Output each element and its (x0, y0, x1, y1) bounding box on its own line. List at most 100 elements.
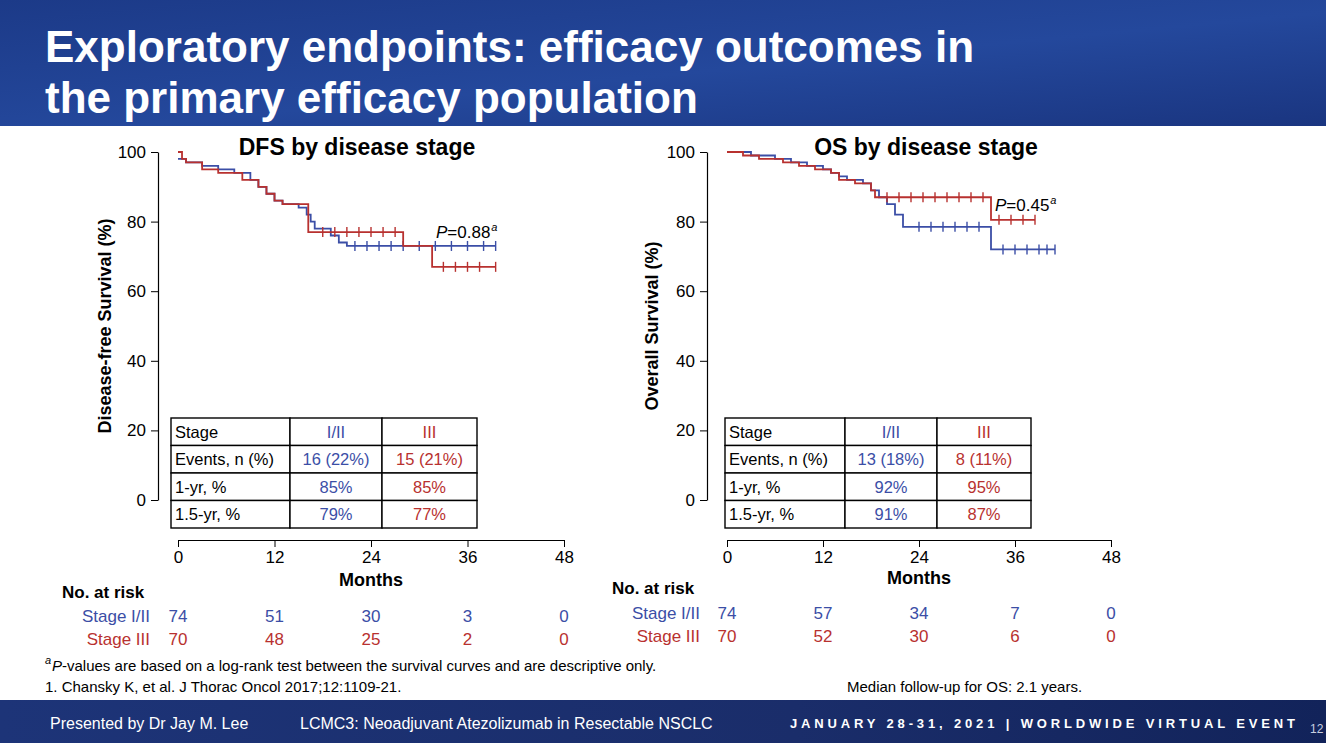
y-tick: 100 (118, 143, 158, 162)
y-tick-mark (700, 222, 707, 223)
censor-mark (1014, 244, 1015, 254)
table-cell (725, 446, 845, 474)
table-text: 1-yr, % (175, 478, 227, 496)
x-axis: 012243648 (174, 540, 574, 567)
at-risk-value: 2 (463, 630, 472, 649)
chart: 020406080100012243648OS by disease stage… (612, 134, 1121, 646)
table-text: 85% (413, 478, 446, 496)
censor-mark (1010, 215, 1011, 225)
p-value: P=0.88 (436, 223, 490, 242)
slide: Exploratory endpoints: efficacy outcomes… (0, 0, 1326, 743)
table-cell (171, 501, 290, 529)
x-tick-label: 12 (814, 548, 833, 567)
table-cell (171, 418, 290, 446)
at-risk-value: 74 (718, 604, 737, 623)
x-tick-label: 0 (174, 548, 183, 567)
censor-mark (1046, 244, 1047, 254)
chart-title: DFS by disease stage (239, 134, 476, 160)
summary-table: StageI/IIIIIEvents, n (%)16 (22%)15 (21%… (171, 418, 477, 528)
y-tick-mark (151, 222, 158, 223)
y-tick-label: 0 (137, 491, 146, 510)
x-tick-mark (823, 540, 824, 547)
table-cell (937, 501, 1031, 529)
censor-mark (366, 241, 367, 251)
footnote-mark: a (45, 654, 51, 666)
x-tick-mark (1111, 540, 1112, 547)
censor-mark (451, 241, 452, 251)
table-cell (937, 473, 1031, 501)
censor-mark (1002, 244, 1003, 254)
y-tick-mark (700, 500, 707, 501)
table-text: 92% (874, 478, 907, 496)
y-tick-label: 60 (127, 282, 146, 301)
y-tick-label: 20 (676, 421, 695, 440)
x-tick: 0 (723, 540, 732, 567)
x-tick: 36 (1006, 540, 1025, 567)
footnote-italic: P (52, 657, 62, 674)
background (0, 0, 1326, 743)
y-tick-mark (151, 500, 158, 501)
censor-mark (1054, 244, 1055, 254)
censor-mark (390, 241, 391, 251)
p-note: a (491, 221, 497, 233)
table-cell (937, 446, 1031, 474)
table-text: 79% (319, 505, 352, 523)
censor-mark (966, 222, 967, 232)
censor-mark (934, 192, 935, 202)
censor-mark (346, 227, 347, 237)
table-text: 85% (319, 478, 352, 496)
footer-event: JANUARY 28-31, 2021 | WORLDWIDE VIRTUAL … (790, 716, 1295, 731)
y-tick: 20 (127, 421, 158, 440)
y-tick-label: 80 (676, 213, 695, 232)
table-text: 1.5-yr, % (729, 505, 794, 523)
at-risk-value: 70 (718, 627, 737, 646)
x-tick-label: 0 (723, 548, 732, 567)
censor-mark (322, 227, 323, 237)
censor-mark (998, 215, 999, 225)
table-cell (725, 418, 845, 446)
x-tick-label: 48 (555, 548, 574, 567)
at-risk-value: 70 (169, 630, 188, 649)
censor-mark (334, 227, 335, 237)
y-tick-mark (151, 152, 158, 153)
table-text: III (423, 423, 437, 441)
table-text: 8 (11%) (956, 450, 1013, 468)
y-tick: 100 (667, 143, 707, 162)
censor-mark (467, 241, 468, 251)
table-cell (290, 501, 382, 529)
at-risk-value: 25 (362, 630, 381, 649)
chart-title: OS by disease stage (814, 134, 1038, 160)
at-risk-value: 34 (910, 604, 929, 623)
y-tick-label: 0 (686, 491, 695, 510)
censor-mark (946, 192, 947, 202)
y-axis-line (707, 153, 708, 501)
table-cell (290, 418, 382, 446)
table-text: 77% (413, 505, 446, 523)
footer-page: 12 (1310, 722, 1324, 736)
plot-marks (727, 152, 1055, 254)
y-tick-mark (700, 152, 707, 153)
x-tick-label: 24 (910, 548, 929, 567)
table-text: 1-yr, % (729, 478, 781, 496)
x-tick-label: 36 (1006, 548, 1025, 567)
x-tick: 12 (814, 540, 833, 567)
at-risk-label: Stage III (87, 630, 150, 649)
y-tick: 0 (686, 491, 707, 510)
summary-table: StageI/IIIIIEvents, n (%)13 (18%)8 (11%)… (725, 418, 1031, 528)
y-tick: 60 (127, 282, 158, 301)
table-text: Stage (175, 423, 218, 441)
table-text: 15 (21%) (396, 450, 463, 468)
p-note: a (1050, 194, 1056, 206)
at-risk-value: 57 (814, 604, 833, 623)
survival-curve (727, 152, 1055, 249)
table-cell (382, 501, 477, 529)
y-tick: 40 (676, 352, 707, 371)
at-risk-value: 48 (265, 630, 284, 649)
y-tick-label: 40 (676, 352, 695, 371)
at-risk-value: 74 (169, 607, 188, 626)
y-tick: 40 (127, 352, 158, 371)
table-text: Events, n (%) (729, 450, 828, 468)
footnote: P-values are based on a log-rank test be… (52, 657, 656, 674)
table-cell (171, 473, 290, 501)
x-tick: 48 (1102, 540, 1121, 567)
